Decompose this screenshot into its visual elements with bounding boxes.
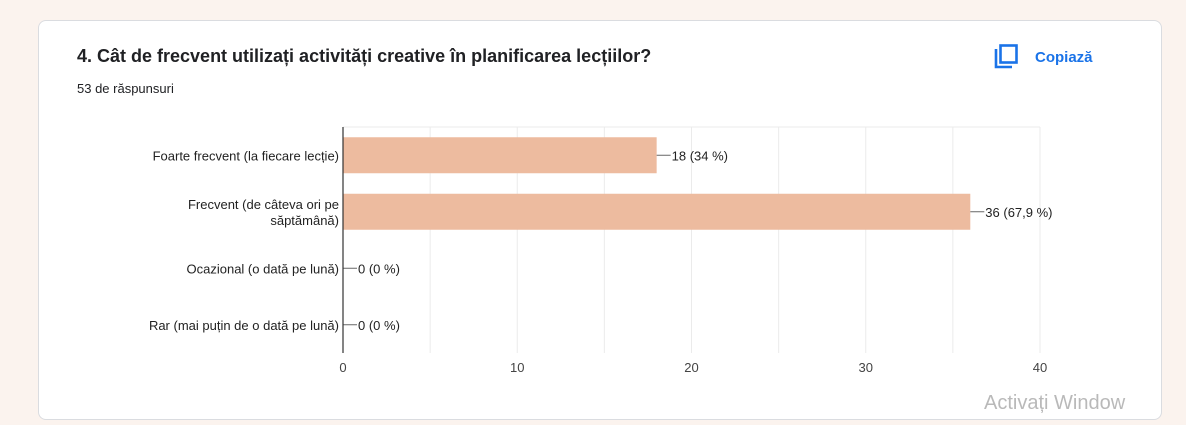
copy-icon xyxy=(994,44,1018,69)
question-card xyxy=(38,20,1162,420)
copy-button[interactable]: Copiază xyxy=(993,42,1093,72)
activation-watermark: Activați Window xyxy=(984,392,1126,414)
response-count: 53 de răspunsuri xyxy=(77,81,174,96)
copy-label: Copiază xyxy=(1035,48,1093,66)
question-title: 4. Cât de frecvent utilizați activități … xyxy=(77,46,652,66)
